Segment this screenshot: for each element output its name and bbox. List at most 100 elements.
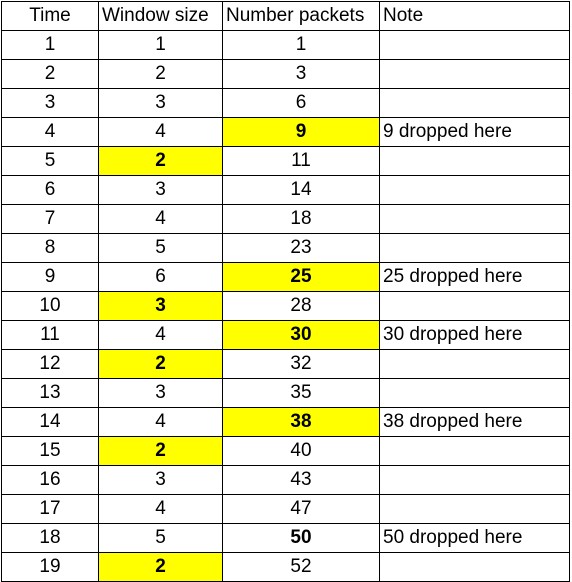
cell-time: 4 [1, 117, 99, 147]
cell-time: 2 [1, 59, 99, 89]
cell-number-packets: 1 [222, 30, 380, 60]
cell-time: 15 [1, 436, 99, 466]
cell-number-packets: 18 [222, 204, 380, 234]
cell-window-size: 3 [98, 88, 223, 118]
cell-note: 38 dropped here [379, 407, 570, 437]
cell-window-size: 3 [98, 291, 223, 321]
cell-time: 9 [1, 262, 99, 292]
cell-note [379, 378, 570, 408]
cell-window-size: 3 [98, 378, 223, 408]
cell-window-size: 4 [98, 204, 223, 234]
cell-window-size: 4 [98, 494, 223, 524]
cell-note: 25 dropped here [379, 262, 570, 292]
table-row: 17 4 47 [1, 494, 570, 524]
cell-number-packets: 3 [222, 59, 380, 89]
header-note: Note [379, 1, 570, 31]
cell-note [379, 30, 570, 60]
cell-time: 11 [1, 320, 99, 350]
cell-note [379, 204, 570, 234]
cell-time: 7 [1, 204, 99, 234]
cell-note [379, 59, 570, 89]
cell-time: 16 [1, 465, 99, 495]
header-number-packets: Number packets [222, 1, 380, 31]
cell-window-size: 2 [98, 436, 223, 466]
header-time: Time [1, 1, 99, 31]
cell-window-size: 3 [98, 175, 223, 205]
cell-number-packets: 35 [222, 378, 380, 408]
cell-window-size: 2 [98, 552, 223, 582]
cell-time: 8 [1, 233, 99, 263]
cell-time: 3 [1, 88, 99, 118]
table-row: 15 2 40 [1, 436, 570, 466]
cell-number-packets: 40 [222, 436, 380, 466]
cell-note [379, 465, 570, 495]
table-row: 6 3 14 [1, 175, 570, 205]
cell-number-packets: 47 [222, 494, 380, 524]
cell-number-packets: 14 [222, 175, 380, 205]
cell-window-size: 2 [98, 59, 223, 89]
table-row: 8 5 23 [1, 233, 570, 263]
cell-window-size: 2 [98, 146, 223, 176]
cell-time: 17 [1, 494, 99, 524]
cell-time: 5 [1, 146, 99, 176]
cell-number-packets: 6 [222, 88, 380, 118]
table-row: 19 2 52 [1, 552, 570, 582]
table-row: 9 6 25 25 dropped here [1, 262, 570, 292]
cell-number-packets: 32 [222, 349, 380, 379]
cell-time: 13 [1, 378, 99, 408]
cell-window-size: 6 [98, 262, 223, 292]
cell-note [379, 88, 570, 118]
cell-time: 6 [1, 175, 99, 205]
cell-number-packets: 23 [222, 233, 380, 263]
table-row: 13 3 35 [1, 378, 570, 408]
cell-window-size: 5 [98, 523, 223, 553]
cell-note: 30 dropped here [379, 320, 570, 350]
cell-window-size: 4 [98, 320, 223, 350]
cell-time: 10 [1, 291, 99, 321]
cell-note [379, 436, 570, 466]
cell-note [379, 291, 570, 321]
cell-number-packets: 9 [222, 117, 380, 147]
cell-window-size: 5 [98, 233, 223, 263]
cell-note: 9 dropped here [379, 117, 570, 147]
cell-window-size: 2 [98, 349, 223, 379]
cell-number-packets: 25 [222, 262, 380, 292]
cell-time: 19 [1, 552, 99, 582]
cell-number-packets: 43 [222, 465, 380, 495]
table-row: 11 4 30 30 dropped here [1, 320, 570, 350]
cell-time: 1 [1, 30, 99, 60]
table-row: 16 3 43 [1, 465, 570, 495]
cell-number-packets: 52 [222, 552, 380, 582]
cell-note [379, 175, 570, 205]
cell-window-size: 4 [98, 407, 223, 437]
table-row: 12 2 32 [1, 349, 570, 379]
cell-note [379, 146, 570, 176]
cell-window-size: 1 [98, 30, 223, 60]
cell-time: 18 [1, 523, 99, 553]
cell-window-size: 3 [98, 465, 223, 495]
table-row: 5 2 11 [1, 146, 570, 176]
cell-number-packets: 28 [222, 291, 380, 321]
cell-number-packets: 38 [222, 407, 380, 437]
cell-number-packets: 50 [222, 523, 380, 553]
table-row: 18 5 50 50 dropped here [1, 523, 570, 553]
table-row: 7 4 18 [1, 204, 570, 234]
cell-time: 12 [1, 349, 99, 379]
header-row: Time Window size Number packets Note [1, 1, 570, 31]
cell-number-packets: 30 [222, 320, 380, 350]
cell-note: 50 dropped here [379, 523, 570, 553]
cell-time: 14 [1, 407, 99, 437]
cell-window-size: 4 [98, 117, 223, 147]
cell-note [379, 494, 570, 524]
cell-note [379, 349, 570, 379]
table-row: 14 4 38 38 dropped here [1, 407, 570, 437]
cell-note [379, 233, 570, 263]
cell-number-packets: 11 [222, 146, 380, 176]
cell-note [379, 552, 570, 582]
